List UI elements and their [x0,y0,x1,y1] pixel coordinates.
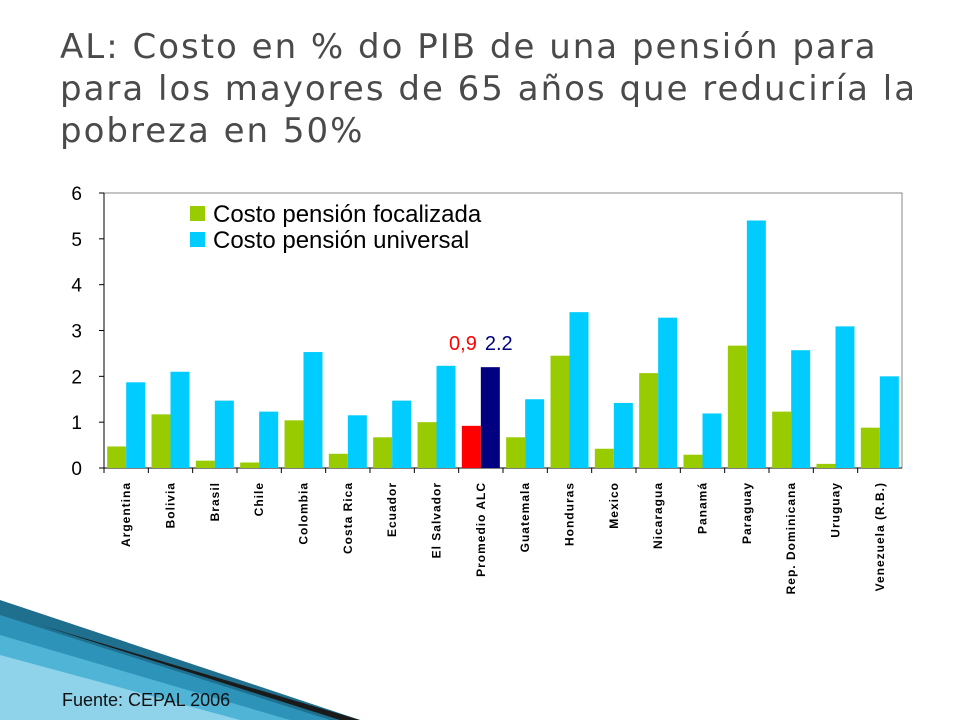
x-tick-label: Colombia [297,482,311,545]
y-tick-label: 0 [71,459,82,480]
bar-focalizada [550,355,570,468]
bar-universal [480,367,500,468]
x-tick-label: Honduras [563,482,577,546]
bar-universal [791,350,811,468]
bar-universal [702,413,722,468]
x-tick-label: Mexico [607,482,621,529]
bar-universal [746,220,766,468]
y-tick-label: 2 [71,367,82,388]
bar-universal [303,352,323,468]
bar-universal [126,382,146,468]
bar-universal [658,317,678,468]
bar-universal [259,411,279,468]
bar-focalizada [683,454,703,468]
x-tick-label: Costa Rica [341,482,355,554]
bar-focalizada [594,448,614,468]
x-tick-label: Brasil [208,482,222,521]
bar-focalizada [107,446,127,468]
x-tick-label: Rep. Dominicana [784,482,798,594]
x-tick-label: Uruguay [829,482,843,538]
plot-area [103,192,903,469]
bar-focalizada [240,462,260,468]
bar-universal [613,402,633,468]
bar-focalizada [727,345,747,468]
bar-focalizada [461,425,481,468]
bar-universal [214,400,234,468]
bar-focalizada [373,437,393,468]
x-tick-label: Venezuela (R.B.) [873,482,887,591]
annotation-focalizada: 0,9 [449,333,477,355]
x-tick-label: Chile [252,482,266,516]
x-tick-label: Promedio ALC [474,482,488,577]
bar-focalizada [860,427,880,468]
bar-focalizada [816,463,836,468]
x-tick-label: Bolivia [164,482,178,528]
slide-title: AL: Costo en % do PIB de una pensión par… [60,27,918,151]
bar-focalizada [328,453,348,468]
legend-swatch [190,232,205,247]
bar-focalizada [639,373,659,468]
source-note: Fuente: CEPAL 2006 [62,690,231,710]
bar-focalizada [772,411,792,468]
x-tick-label: Guatemala [518,482,532,552]
y-tick-label: 3 [71,322,82,343]
y-tick-label: 4 [71,276,82,297]
bar-focalizada [506,437,526,468]
x-tick-label: Paraguay [740,482,754,544]
bar-universal [436,365,456,468]
bar-focalizada [284,420,304,468]
bar-universal [347,415,367,468]
bar-universal [835,326,855,468]
bar-universal [569,312,589,468]
bar-universal [170,371,190,468]
x-tick-label: Panamá [696,482,710,534]
legend-label: Costo pensión focalizada [213,201,482,228]
annotation-universal: 2.2 [485,333,513,355]
bar-focalizada [417,422,437,468]
y-tick-label: 5 [71,230,82,251]
y-tick-label: 1 [71,413,82,434]
legend-swatch [190,206,205,221]
x-tick-label: El Salvador [430,482,444,558]
bar-universal [392,400,412,468]
bar-universal [525,399,545,468]
bar-focalizada [195,460,215,468]
bar-focalizada [151,414,171,468]
y-tick-label: 6 [71,184,82,205]
bar-universal [879,376,899,468]
legend-label: Costo pensión universal [213,227,469,254]
x-tick-label: Argentina [119,482,133,547]
x-tick-label: Nicaragua [651,482,665,549]
x-tick-label: Ecuador [385,482,399,537]
